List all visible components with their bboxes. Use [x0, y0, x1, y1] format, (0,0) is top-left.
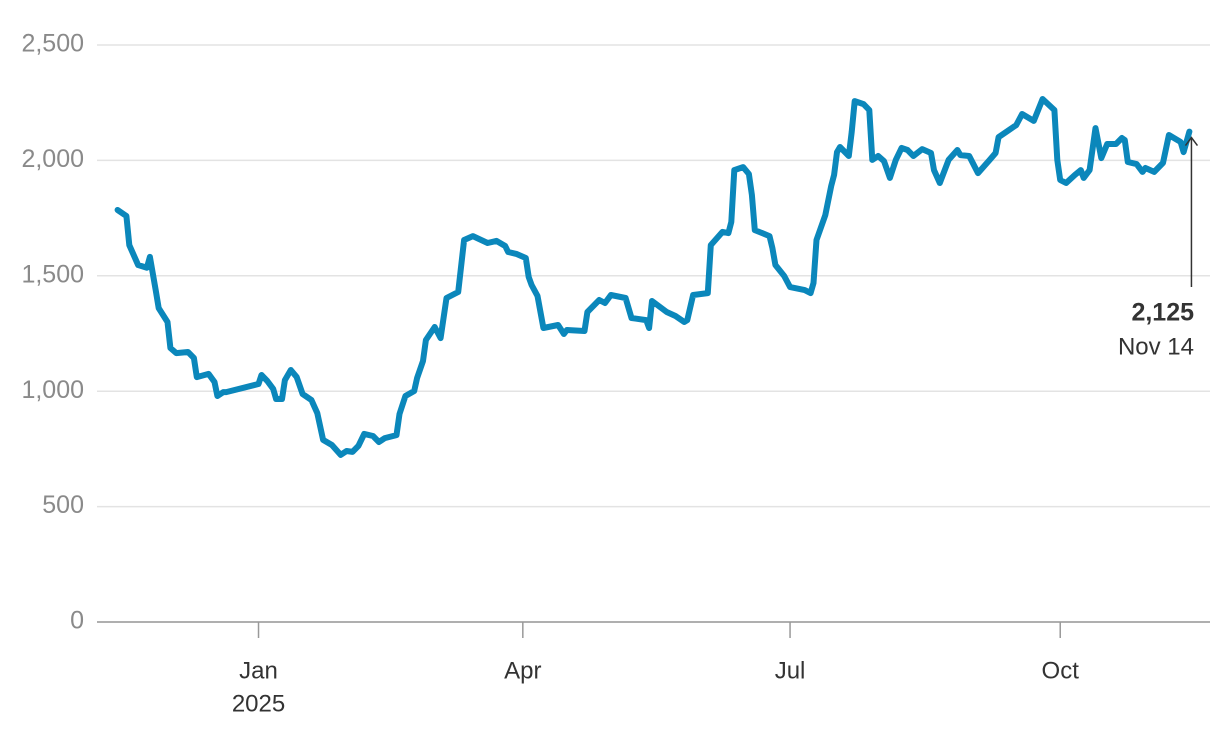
- annotation-value: 2,125: [1131, 299, 1194, 327]
- x-tick-sublabel: 2025: [232, 690, 285, 717]
- line-series: [114, 96, 1193, 458]
- y-tick-label: 500: [42, 491, 84, 519]
- y-tick-label: 1,000: [21, 376, 84, 404]
- y-tick-label: 0: [70, 607, 84, 635]
- x-tick-label: Jan: [239, 657, 278, 684]
- y-tick-label: 2,500: [21, 30, 84, 58]
- y-tick-label: 1,500: [21, 260, 84, 288]
- x-tick-label: Apr: [504, 657, 541, 684]
- y-tick-label: 2,000: [21, 145, 84, 173]
- x-tick-label: Jul: [775, 657, 806, 684]
- x-tick-label: Oct: [1042, 657, 1080, 684]
- annotation-date: Nov 14: [1118, 333, 1194, 360]
- annotation-arrowhead: [1184, 136, 1199, 146]
